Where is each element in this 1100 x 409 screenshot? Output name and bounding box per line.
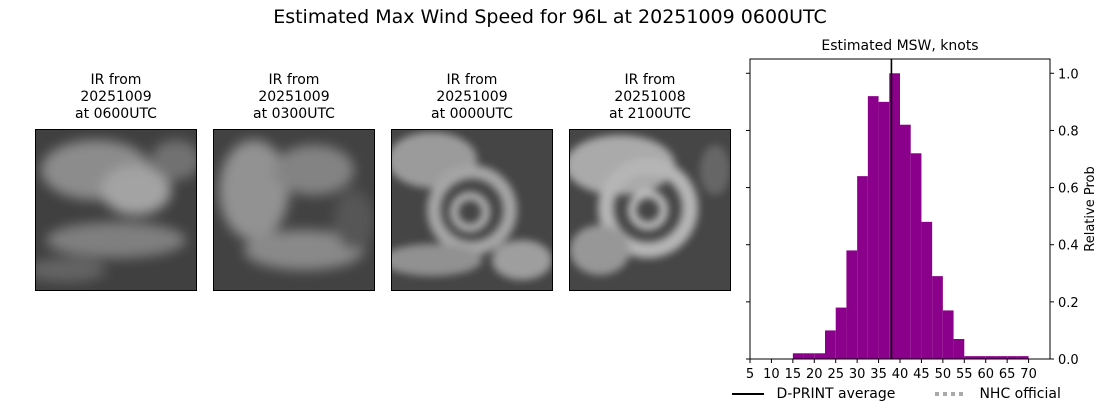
ir-panel-3-title: IR from 20251009 at 0000UTC: [431, 72, 513, 122]
histogram-bar-7: [867, 96, 879, 360]
legend-nhc: NHC official: [935, 386, 1061, 402]
y-tick-label-5: 1.0: [1058, 67, 1079, 82]
histogram-bar-20: [1007, 356, 1018, 359]
histogram-bar-14: [942, 310, 954, 359]
histogram-bar-16: [964, 356, 975, 359]
x-tick-label-4: 25: [827, 367, 844, 382]
histogram-bar-19: [996, 356, 1008, 359]
histogram-bar-4: [835, 307, 847, 359]
histogram-bar-6: [857, 176, 868, 359]
ir-panel-4-title: IR from 20251008 at 2100UTC: [609, 72, 691, 122]
x-tick-label-8: 45: [913, 367, 930, 382]
ir-image-1: [35, 129, 197, 291]
ir-image-2: [213, 129, 375, 291]
legend-dprint: D-PRINT average: [732, 386, 895, 402]
solid-line-icon: [732, 393, 764, 395]
histogram-bar-0: [792, 353, 804, 359]
x-tick-label-13: 70: [1020, 367, 1037, 382]
figure-title: Estimated Max Wind Speed for 96L at 2025…: [273, 6, 827, 28]
histogram-bar-8: [878, 101, 890, 359]
histogram-bar-9: [889, 73, 900, 360]
histogram-bar-17: [975, 356, 986, 359]
histogram-bar-12: [921, 221, 933, 359]
ir-image-4: [569, 129, 731, 291]
x-tick-label-6: 35: [870, 367, 887, 382]
x-tick-label-2: 15: [785, 367, 802, 382]
histogram-bar-13: [932, 276, 943, 359]
legend-dprint-label: D-PRINT average: [776, 386, 896, 402]
y-tick-label-2: 0.4: [1058, 239, 1079, 254]
dotted-line-icon: [935, 392, 967, 396]
ir-panel-1: IR from 20251009 at 0600UTC: [35, 72, 197, 291]
histogram-bar-2: [814, 353, 825, 359]
histogram-bar-10: [900, 124, 911, 359]
histogram-bar-1: [803, 353, 815, 359]
legend-nhc-label: NHC official: [979, 386, 1061, 402]
histogram-bar-11: [910, 153, 922, 359]
chart-title: Estimated MSW, knots: [821, 38, 978, 54]
x-tick-label-9: 50: [935, 367, 952, 382]
y-tick-label-1: 0.2: [1058, 296, 1079, 311]
x-tick-label-12: 65: [999, 367, 1016, 382]
ir-panel-4: IR from 20251008 at 2100UTC: [569, 72, 731, 291]
x-tick-label-11: 60: [977, 367, 994, 382]
y-tick-label-0: 0.0: [1058, 353, 1079, 368]
x-tick-label-7: 40: [892, 367, 909, 382]
y-axis-label: Relative Prob: [1083, 166, 1098, 251]
histogram-bar-21: [1017, 356, 1029, 359]
x-tick-label-0: 5: [746, 367, 754, 382]
y-tick-label-4: 0.8: [1058, 124, 1079, 139]
ir-panel-2-title: IR from 20251009 at 0300UTC: [253, 72, 335, 122]
x-tick-label-3: 20: [806, 367, 823, 382]
x-tick-label-10: 55: [956, 367, 973, 382]
ir-image-3: [391, 129, 553, 291]
histogram-bar-18: [985, 356, 997, 359]
x-tick-label-5: 30: [849, 367, 866, 382]
ir-panel-3: IR from 20251009 at 0000UTC: [391, 72, 553, 291]
x-tick-label-1: 10: [763, 367, 780, 382]
ir-panel-1-title: IR from 20251009 at 0600UTC: [75, 72, 157, 122]
y-tick-label-3: 0.6: [1058, 182, 1079, 197]
histogram-bar-3: [825, 330, 836, 359]
ir-panel-2: IR from 20251009 at 0300UTC: [213, 72, 375, 291]
histogram-bar-5: [846, 250, 858, 359]
histogram-bar-15: [953, 339, 965, 359]
